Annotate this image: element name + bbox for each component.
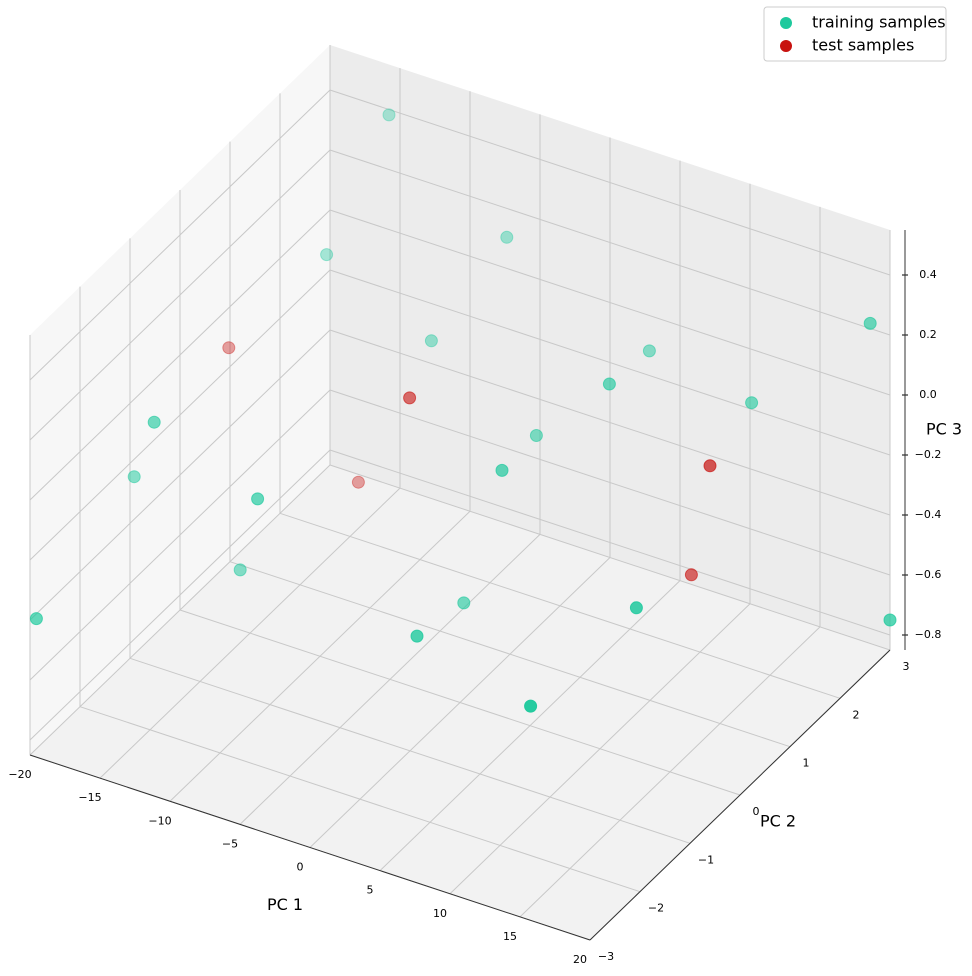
- grid-line: [329, 464, 891, 651]
- grid-line: [29, 209, 331, 501]
- x-tick-label: −15: [78, 791, 101, 804]
- y-tick-label: −1: [698, 853, 714, 866]
- grid-line: [29, 329, 331, 621]
- y-axis: [589, 649, 891, 941]
- grid-line: [179, 609, 741, 796]
- point: [233, 563, 247, 577]
- y-tick-label: −2: [648, 902, 664, 915]
- point: [500, 230, 514, 244]
- point: [222, 341, 236, 355]
- legend-box: [763, 6, 947, 62]
- grid-line: [79, 706, 641, 893]
- grid-line: [29, 389, 331, 681]
- grid-line: [29, 269, 331, 561]
- y-tick-label: 0: [753, 805, 760, 818]
- point: [457, 596, 471, 610]
- point: [424, 334, 438, 348]
- z-axis-label: PC 3: [926, 420, 962, 439]
- x-tick-label: 5: [367, 884, 374, 897]
- legend-label: test samples: [812, 36, 914, 55]
- point: [642, 344, 656, 358]
- grid-line: [129, 657, 691, 844]
- grid-line: [329, 89, 891, 276]
- grid-line: [329, 149, 891, 336]
- point: [251, 492, 265, 506]
- grid-line: [329, 209, 891, 396]
- z-tick-label: 0.2: [919, 328, 937, 341]
- legend-marker: [780, 40, 792, 52]
- point: [382, 108, 396, 122]
- legend-marker: [780, 17, 792, 29]
- grid-line: [29, 449, 331, 741]
- grid-line: [29, 89, 331, 381]
- legend-label: training samples: [812, 13, 946, 32]
- point: [147, 415, 161, 429]
- x-tick-label: −10: [148, 814, 171, 827]
- grid-line: [279, 512, 841, 699]
- x-tick-label: 20: [573, 953, 587, 966]
- z-tick-label: 0.0: [919, 388, 937, 401]
- point: [883, 613, 897, 627]
- point: [410, 629, 424, 643]
- z-tick-label: 0.4: [919, 268, 937, 281]
- x-tick-label: 10: [433, 907, 447, 920]
- x-tick-label: 0: [297, 861, 304, 874]
- point: [29, 612, 43, 626]
- z-tick-label: −0.4: [915, 508, 942, 521]
- points: [29, 108, 897, 713]
- point: [403, 391, 417, 405]
- grid: [29, 45, 908, 941]
- y-tick-label: 2: [853, 708, 860, 721]
- point: [524, 699, 538, 713]
- z-tick-label: −0.8: [915, 628, 942, 641]
- z-tick-label: −0.2: [915, 448, 942, 461]
- x-tick-label: −20: [8, 768, 31, 781]
- y-tick-label: −3: [598, 950, 614, 963]
- point: [745, 396, 759, 410]
- point: [684, 568, 698, 582]
- point: [495, 463, 509, 477]
- y-axis-label: PC 2: [760, 812, 796, 831]
- grid-line: [229, 561, 791, 748]
- point: [127, 470, 141, 484]
- point: [602, 377, 616, 391]
- point: [529, 429, 543, 442]
- grid-line: [29, 149, 331, 441]
- grid-line: [329, 389, 891, 576]
- z-tick-label: −0.6: [915, 568, 942, 581]
- grid-line: [329, 269, 891, 456]
- point: [863, 316, 877, 330]
- point: [320, 248, 334, 262]
- y-tick-label: 1: [803, 757, 810, 770]
- point: [351, 475, 365, 489]
- grid-line: [329, 449, 891, 636]
- y-tick-label: 3: [903, 660, 910, 673]
- point: [703, 459, 717, 473]
- x-axis: [29, 754, 591, 941]
- x-tick-label: −5: [222, 837, 238, 850]
- x-tick-label: 15: [503, 930, 517, 943]
- x-axis-label: PC 1: [267, 895, 303, 914]
- point: [629, 601, 643, 615]
- grid-line: [329, 329, 891, 516]
